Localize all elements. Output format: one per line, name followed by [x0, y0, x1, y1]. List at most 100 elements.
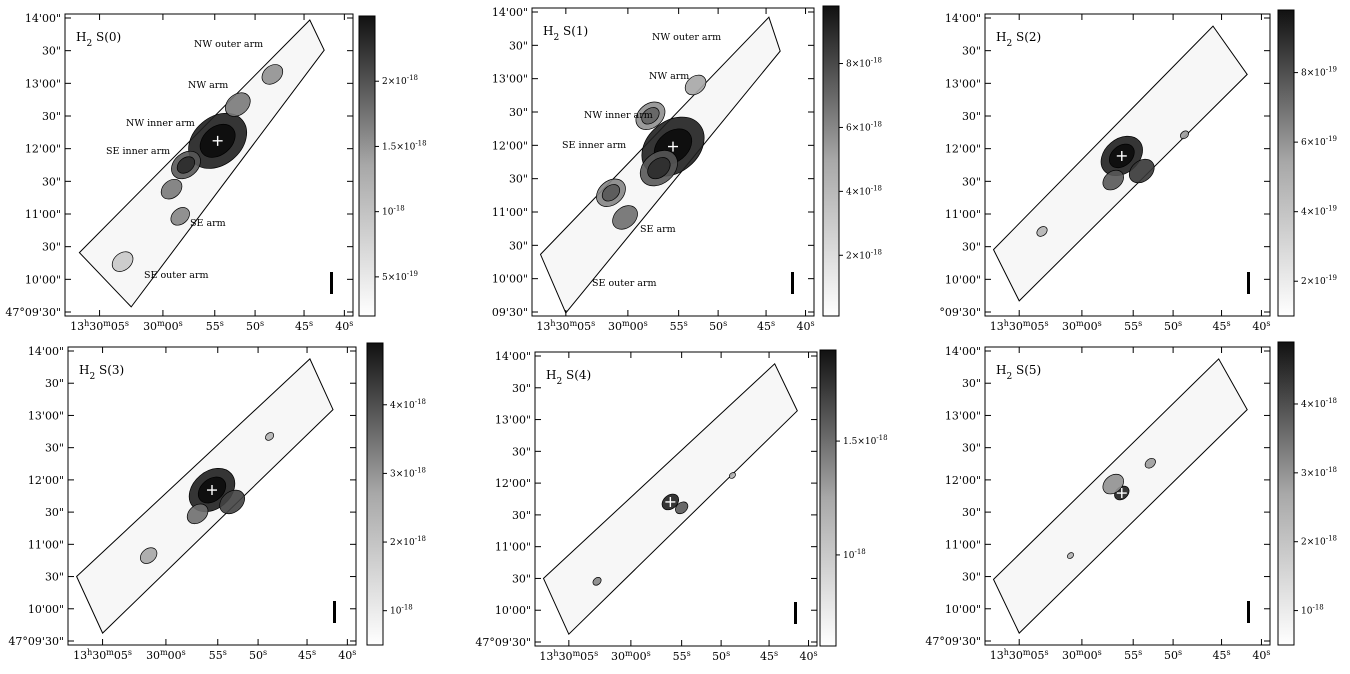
colorbar-tick-label: 2×10-18 — [382, 74, 418, 87]
x-tick-label: 40s — [1252, 648, 1270, 663]
nucleus-cross-icon — [668, 141, 678, 152]
scale-bar — [330, 272, 333, 294]
y-tick-label: 30" — [45, 442, 64, 455]
colorbar-gradient — [366, 342, 384, 646]
y-tick-label: 11'00" — [25, 208, 61, 221]
panel-4: H2 S(4) 14'00" 30" 13'00" 30" 12'00" 30" 11'00"… — [475, 349, 888, 664]
x-tick-label: 30m00s — [1062, 648, 1102, 663]
colorbar-tick-label: 6×10-18 — [846, 120, 882, 133]
panel-title: H2 S(4) — [546, 368, 591, 387]
y-tick-label: 30" — [512, 572, 531, 585]
colorbar-tick-label: 2×10-18 — [390, 535, 426, 548]
y-tick-label: 30" — [45, 571, 64, 584]
colorbar-tick-label: 2×10-18 — [846, 248, 882, 261]
x-tick-label: 13h30m05s — [539, 649, 598, 664]
y-tick-label: 11'00" — [492, 206, 528, 219]
y-tick-label: 13'00" — [945, 409, 981, 422]
x-tick-label: 50s — [1164, 319, 1182, 334]
y-tick-label: 30" — [42, 110, 61, 123]
emission-contour — [170, 207, 190, 226]
x-tick-label: 13h30m05s — [73, 648, 132, 663]
y-tick-label: 47°09'30" — [8, 635, 64, 648]
y-tick-label: 30" — [962, 241, 981, 254]
emission-contour — [139, 547, 158, 564]
arm-annotation: SE arm — [190, 218, 226, 229]
colorbar: 4×10-18 3×10-18 2×10-18 10-18 — [1277, 341, 1337, 646]
y-tick-label: 30" — [509, 173, 528, 186]
colorbar: 8×10-19 6×10-19 4×10-19 2×10-19 — [1277, 9, 1337, 317]
emission-contour-inner — [601, 184, 621, 202]
y-tick-label: 13'00" — [25, 77, 61, 90]
y-tick-label: 10'00" — [25, 273, 61, 286]
panel-3: H2 S(3) 14'00" 30" 13'00" 30" 12'00" 30" 11'00"… — [8, 342, 426, 663]
y-tick-label: 14'00" — [25, 12, 61, 25]
x-tick-label: 55s — [206, 319, 224, 334]
scale-bar — [1247, 601, 1250, 623]
y-tick-label: °09'30" — [939, 306, 981, 319]
panel-title: H2 S(3) — [79, 363, 124, 382]
colorbar: 4×10-18 3×10-18 2×10-18 10-18 — [366, 342, 426, 646]
y-tick-label: 10'00" — [495, 604, 531, 617]
x-tick-label: 13h30m05s — [990, 648, 1049, 663]
x-tick-label: 55s — [1124, 319, 1142, 334]
scale-bar — [1247, 272, 1250, 294]
x-tick-label: 45s — [1212, 319, 1230, 334]
y-tick-label: 11'00" — [945, 208, 981, 221]
colorbar-tick-label: 2×10-19 — [1301, 274, 1337, 287]
colorbar-tick-label: 1.5×10-18 — [382, 139, 427, 152]
x-tick-label: 30m00s — [143, 319, 183, 334]
x-tick-label: 50s — [249, 648, 267, 663]
x-tick-label: 45s — [1212, 648, 1230, 663]
x-tick-label: 13h30m05s — [70, 319, 129, 334]
emission-contour — [612, 205, 638, 230]
emission-contour — [592, 577, 602, 586]
colorbar-tick-label: 5×10-19 — [382, 270, 418, 283]
panel-title: H2 S(1) — [543, 24, 588, 43]
colorbar-tick-label: 2×10-18 — [1301, 535, 1337, 548]
colorbar: 1.5×10-18 10-18 — [819, 349, 888, 647]
y-tick-label: 30" — [962, 377, 981, 390]
colorbar-tick-label: 4×10-18 — [1301, 397, 1337, 410]
emission-contour — [1128, 158, 1155, 184]
arm-annotation: NW inner arm — [126, 118, 195, 129]
y-tick-label: 12'00" — [492, 139, 528, 152]
y-tick-label: 10'00" — [945, 603, 981, 616]
arm-annotation: SE outer arm — [144, 270, 209, 281]
x-tick-label: 30m00s — [611, 649, 651, 664]
x-tick-label: 45s — [757, 319, 775, 334]
colorbar-tick-label: 10-18 — [843, 548, 866, 561]
x-tick-label: 55s — [670, 319, 688, 334]
colorbar-tick-label: 8×10-18 — [846, 57, 882, 70]
colorbar: 2×10-18 1.5×10-18 10-18 5×10-19 — [358, 15, 427, 317]
x-tick-label: 30m00s — [146, 648, 186, 663]
x-tick-label: 45s — [295, 319, 313, 334]
y-tick-label: 13'00" — [945, 77, 981, 90]
colorbar-gradient — [819, 349, 837, 647]
emission-contour — [265, 432, 275, 441]
y-tick-label: 47°09'30" — [475, 636, 531, 649]
x-tick-label: 45s — [760, 649, 778, 664]
panel-title: H2 S(0) — [76, 30, 121, 49]
x-tick-label: 40s — [799, 649, 817, 664]
emission-contour — [1036, 226, 1048, 237]
nucleus-cross-icon — [665, 496, 676, 507]
arm-annotation: SE inner arm — [562, 140, 626, 151]
arm-annotation: NW outer arm — [194, 39, 263, 50]
y-tick-label: 30" — [42, 45, 61, 58]
y-tick-label: 10'00" — [28, 603, 64, 616]
panel-0: H2 S(0) 14'00" 30" 13'00" 30" 12'00" 30" 11'00"… — [5, 12, 426, 333]
y-tick-label: 47°09'30" — [925, 635, 981, 648]
emission-contour — [1102, 169, 1124, 191]
colorbar-tick-label: 3×10-18 — [1301, 466, 1337, 479]
colorbar-gradient — [1277, 9, 1295, 317]
emission-contour — [684, 74, 707, 96]
y-tick-label: 30" — [42, 175, 61, 188]
emission-contour-inner — [641, 107, 660, 125]
x-tick-label: 50s — [1164, 648, 1182, 663]
y-tick-label: 30" — [512, 382, 531, 395]
y-tick-label: 12'00" — [28, 474, 64, 487]
colorbar-tick-label: 10-18 — [1301, 604, 1324, 617]
y-tick-label: 30" — [509, 106, 528, 119]
x-tick-label: 30m00s — [608, 319, 648, 334]
y-tick-label: 30" — [962, 506, 981, 519]
